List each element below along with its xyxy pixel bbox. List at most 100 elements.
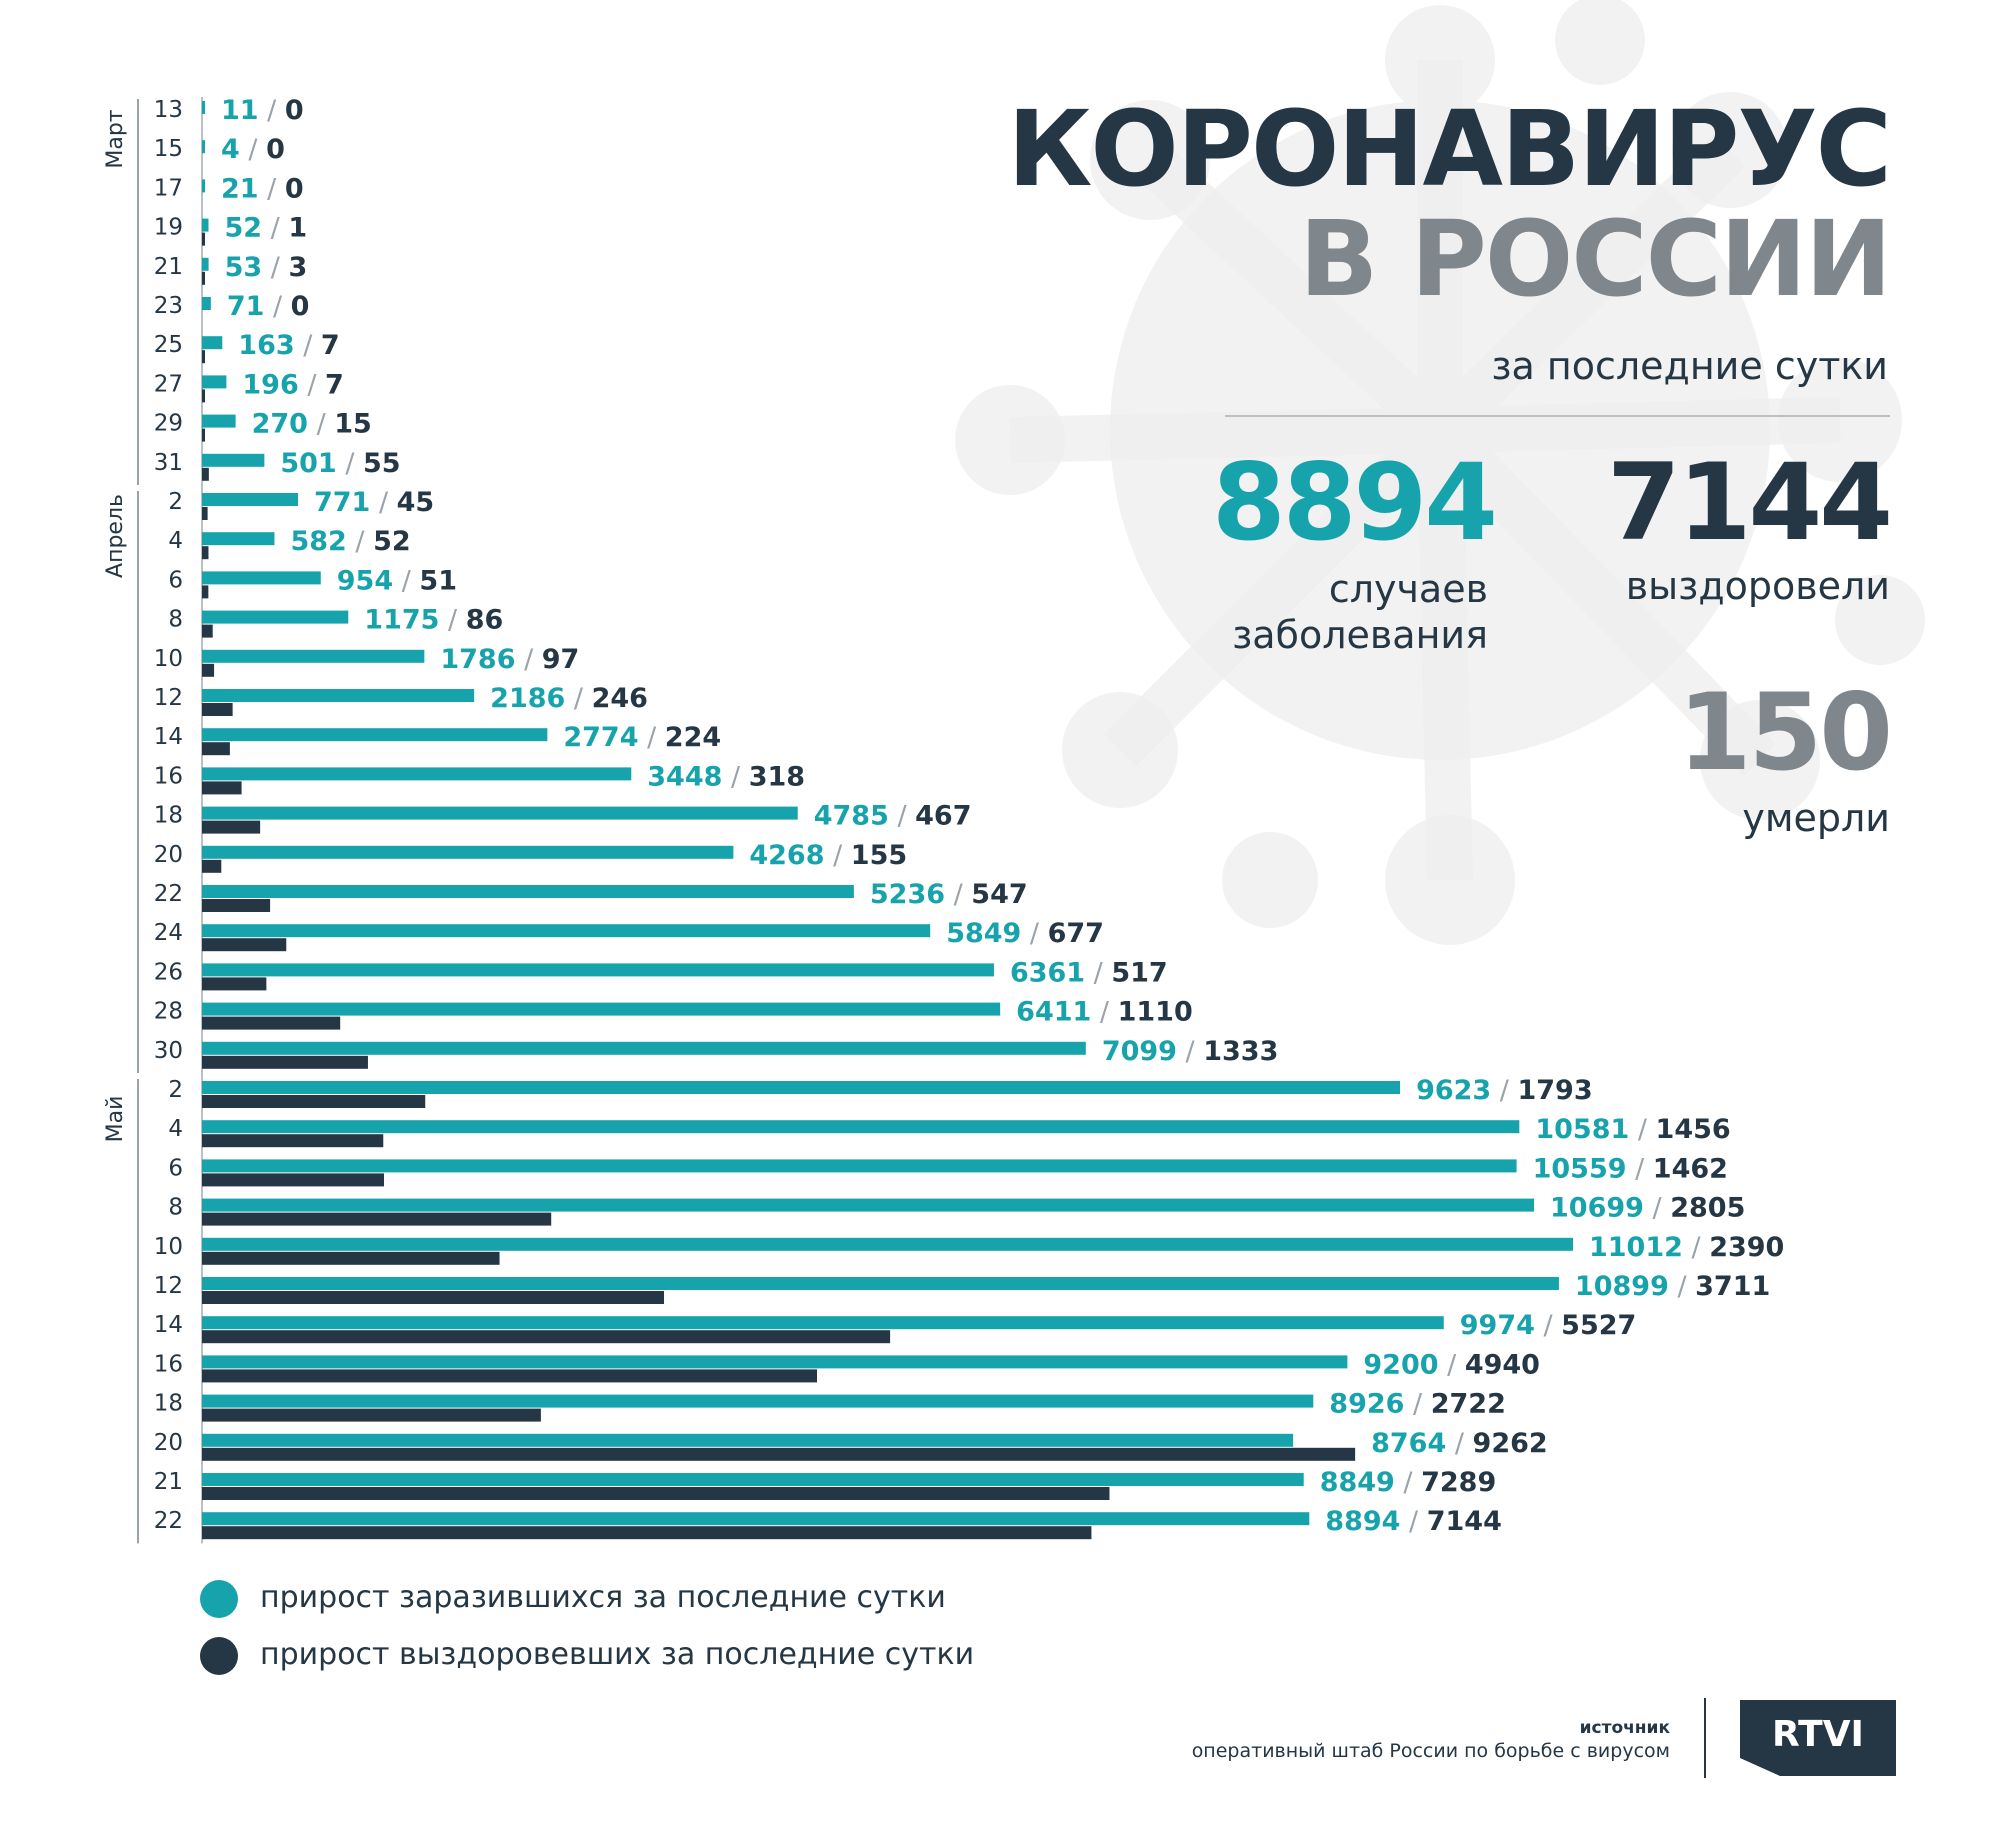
tick-label: 8 [168,1195,183,1221]
data-label-recovered: 0 [266,134,285,165]
data-label-cases: 71 [227,291,265,322]
data-label-cases: 6361 [1010,957,1085,988]
tick-label: 16 [154,1351,183,1377]
tick-label: 18 [154,803,183,829]
data-label: 10699 / 2805 [1550,1193,1745,1224]
bar-recovered [202,389,205,403]
tick-label: 23 [154,293,183,319]
data-label-cases: 7099 [1102,1036,1177,1067]
data-label-recovered: 1793 [1517,1075,1592,1106]
bar-cases [202,257,209,271]
data-label-cases: 2186 [490,683,565,714]
data-label-cases: 4268 [749,840,824,871]
tick-label: 31 [154,450,183,476]
data-label-separator: / [722,761,748,792]
data-label-cases: 9200 [1363,1349,1438,1380]
bar-recovered [202,1408,541,1422]
data-label-separator: / [262,213,288,244]
data-label-separator: / [337,448,363,479]
bar-recovered [202,585,209,599]
month-label: Март [103,109,128,168]
data-label-cases: 196 [242,369,298,400]
bar-recovered [202,546,209,560]
data-label-cases: 1175 [364,605,439,636]
data-label-recovered: 1462 [1653,1153,1728,1184]
data-label: 9623 / 1793 [1416,1075,1593,1106]
data-label: 8894 / 7144 [1325,1506,1502,1537]
data-label-cases: 4 [221,134,240,165]
tick-label: 14 [154,1312,183,1338]
data-label-cases: 10699 [1550,1193,1644,1224]
data-label-cases: 954 [337,565,393,596]
bar-cases [202,924,931,938]
tick-label: 21 [154,254,183,280]
bar-cases [202,1316,1444,1330]
cases-value: 8894 [1211,441,1498,564]
tick-label: 14 [154,724,183,750]
cases-label-line-2: заболевания [1232,613,1488,657]
tick-label: 6 [168,1155,183,1181]
tick-label: 27 [154,371,183,397]
tick-label: 13 [154,97,183,123]
bar-cases [202,179,205,193]
bar-cases [202,1159,1517,1173]
data-label-separator: / [889,801,915,832]
data-label-cases: 8764 [1371,1428,1446,1459]
data-label-recovered: 517 [1111,957,1167,988]
bar-recovered [202,428,205,442]
tick-label: 4 [168,528,183,554]
data-label-cases: 5849 [946,918,1021,949]
data-label-cases: 9974 [1460,1310,1535,1341]
bar-cases [202,532,275,546]
data-label-separator: / [639,722,665,753]
data-label-recovered: 7144 [1427,1506,1502,1537]
data-label: 771 / 45 [314,487,434,518]
data-label-recovered: 51 [419,565,457,596]
data-label-separator: / [347,526,373,557]
bar-recovered [202,1251,500,1265]
bar-cases [202,1512,1310,1526]
bar-cases [202,1081,1401,1094]
data-label-recovered: 0 [285,95,304,126]
legend-label-cases: прирост заразившихся за последние сутки [260,1580,946,1615]
data-label-cases: 5236 [870,879,945,910]
bar-recovered [202,1055,368,1069]
bar-cases [202,140,205,154]
data-label-recovered: 0 [285,173,304,204]
source-divider [1704,1698,1706,1778]
data-label-recovered: 15 [334,409,372,440]
bar-recovered [202,1134,384,1148]
tick-label: 22 [154,1508,183,1534]
data-label-recovered: 246 [592,683,648,714]
data-label-recovered: 1 [288,213,307,244]
bar-recovered [202,781,242,795]
data-label-separator: / [370,487,396,518]
data-label-cases: 771 [314,487,370,518]
recovered-value: 7144 [1606,441,1893,564]
tick-label: 21 [154,1469,183,1495]
bar-cases [202,1277,1559,1290]
data-label: 954 / 51 [337,565,457,596]
bar-cases [202,101,205,114]
data-label-separator: / [1021,918,1047,949]
data-label-separator: / [1395,1467,1421,1498]
cases-label-line-1: случаев [1328,567,1488,611]
data-label: 11 / 0 [221,95,304,126]
bar-cases [202,218,209,232]
data-label-recovered: 467 [915,801,971,832]
stats-divider [1225,415,1890,417]
data-label: 4 / 0 [221,134,285,165]
data-label-separator: / [259,95,285,126]
tick-label: 20 [154,842,183,868]
data-label-recovered: 45 [397,487,435,518]
bar-recovered [202,1369,818,1383]
data-label: 3448 / 318 [647,761,805,792]
data-label-separator: / [259,173,285,204]
data-label-separator: / [1491,1075,1517,1106]
deaths-label: умерли [1742,796,1890,840]
bar-cases [202,414,236,428]
data-label-separator: / [1683,1232,1709,1263]
data-label-recovered: 7289 [1421,1467,1496,1498]
deaths-value: 150 [1677,671,1893,794]
data-label-cases: 9623 [1416,1075,1491,1106]
